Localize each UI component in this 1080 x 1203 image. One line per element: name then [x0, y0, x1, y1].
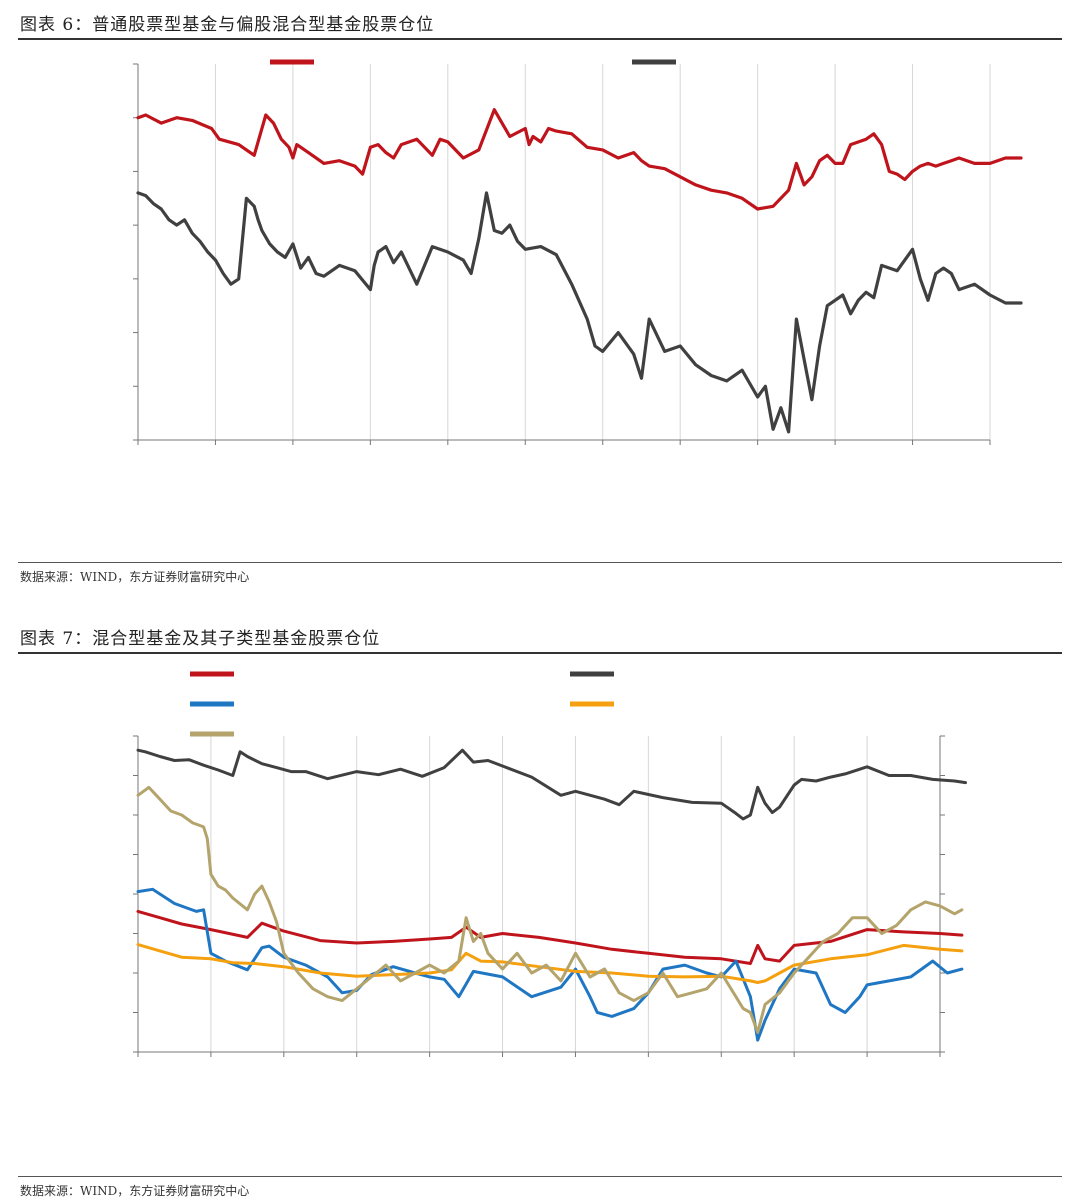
figure-7-title: 图表 7：混合型基金及其子类型基金股票仓位: [20, 629, 381, 649]
figure-6-chart: [133, 59, 1023, 445]
figure-7-chart: [133, 671, 967, 1057]
figure-6-source: 数据来源：WIND，东方证券财富研究中心: [20, 570, 250, 584]
figure-6-title-rule: [18, 38, 1062, 40]
series-line-1: [136, 748, 967, 821]
series-line-2: [136, 887, 964, 1042]
figure-6-title: 图表 6：普通股票型基金与偏股混合型基金股票仓位: [20, 15, 435, 35]
series-line-1: [136, 191, 1023, 434]
figure-7-bottom-rule: [18, 1176, 1062, 1177]
figure-7-title-rule: [18, 652, 1062, 654]
figure-6-bottom-rule: [18, 562, 1062, 563]
series-line-3: [136, 943, 964, 984]
series-line-0: [136, 108, 1023, 211]
series-line-0: [136, 909, 964, 965]
series-line-4: [136, 785, 964, 1034]
figure-7-source: 数据来源：WIND，东方证券财富研究中心: [20, 1184, 250, 1198]
